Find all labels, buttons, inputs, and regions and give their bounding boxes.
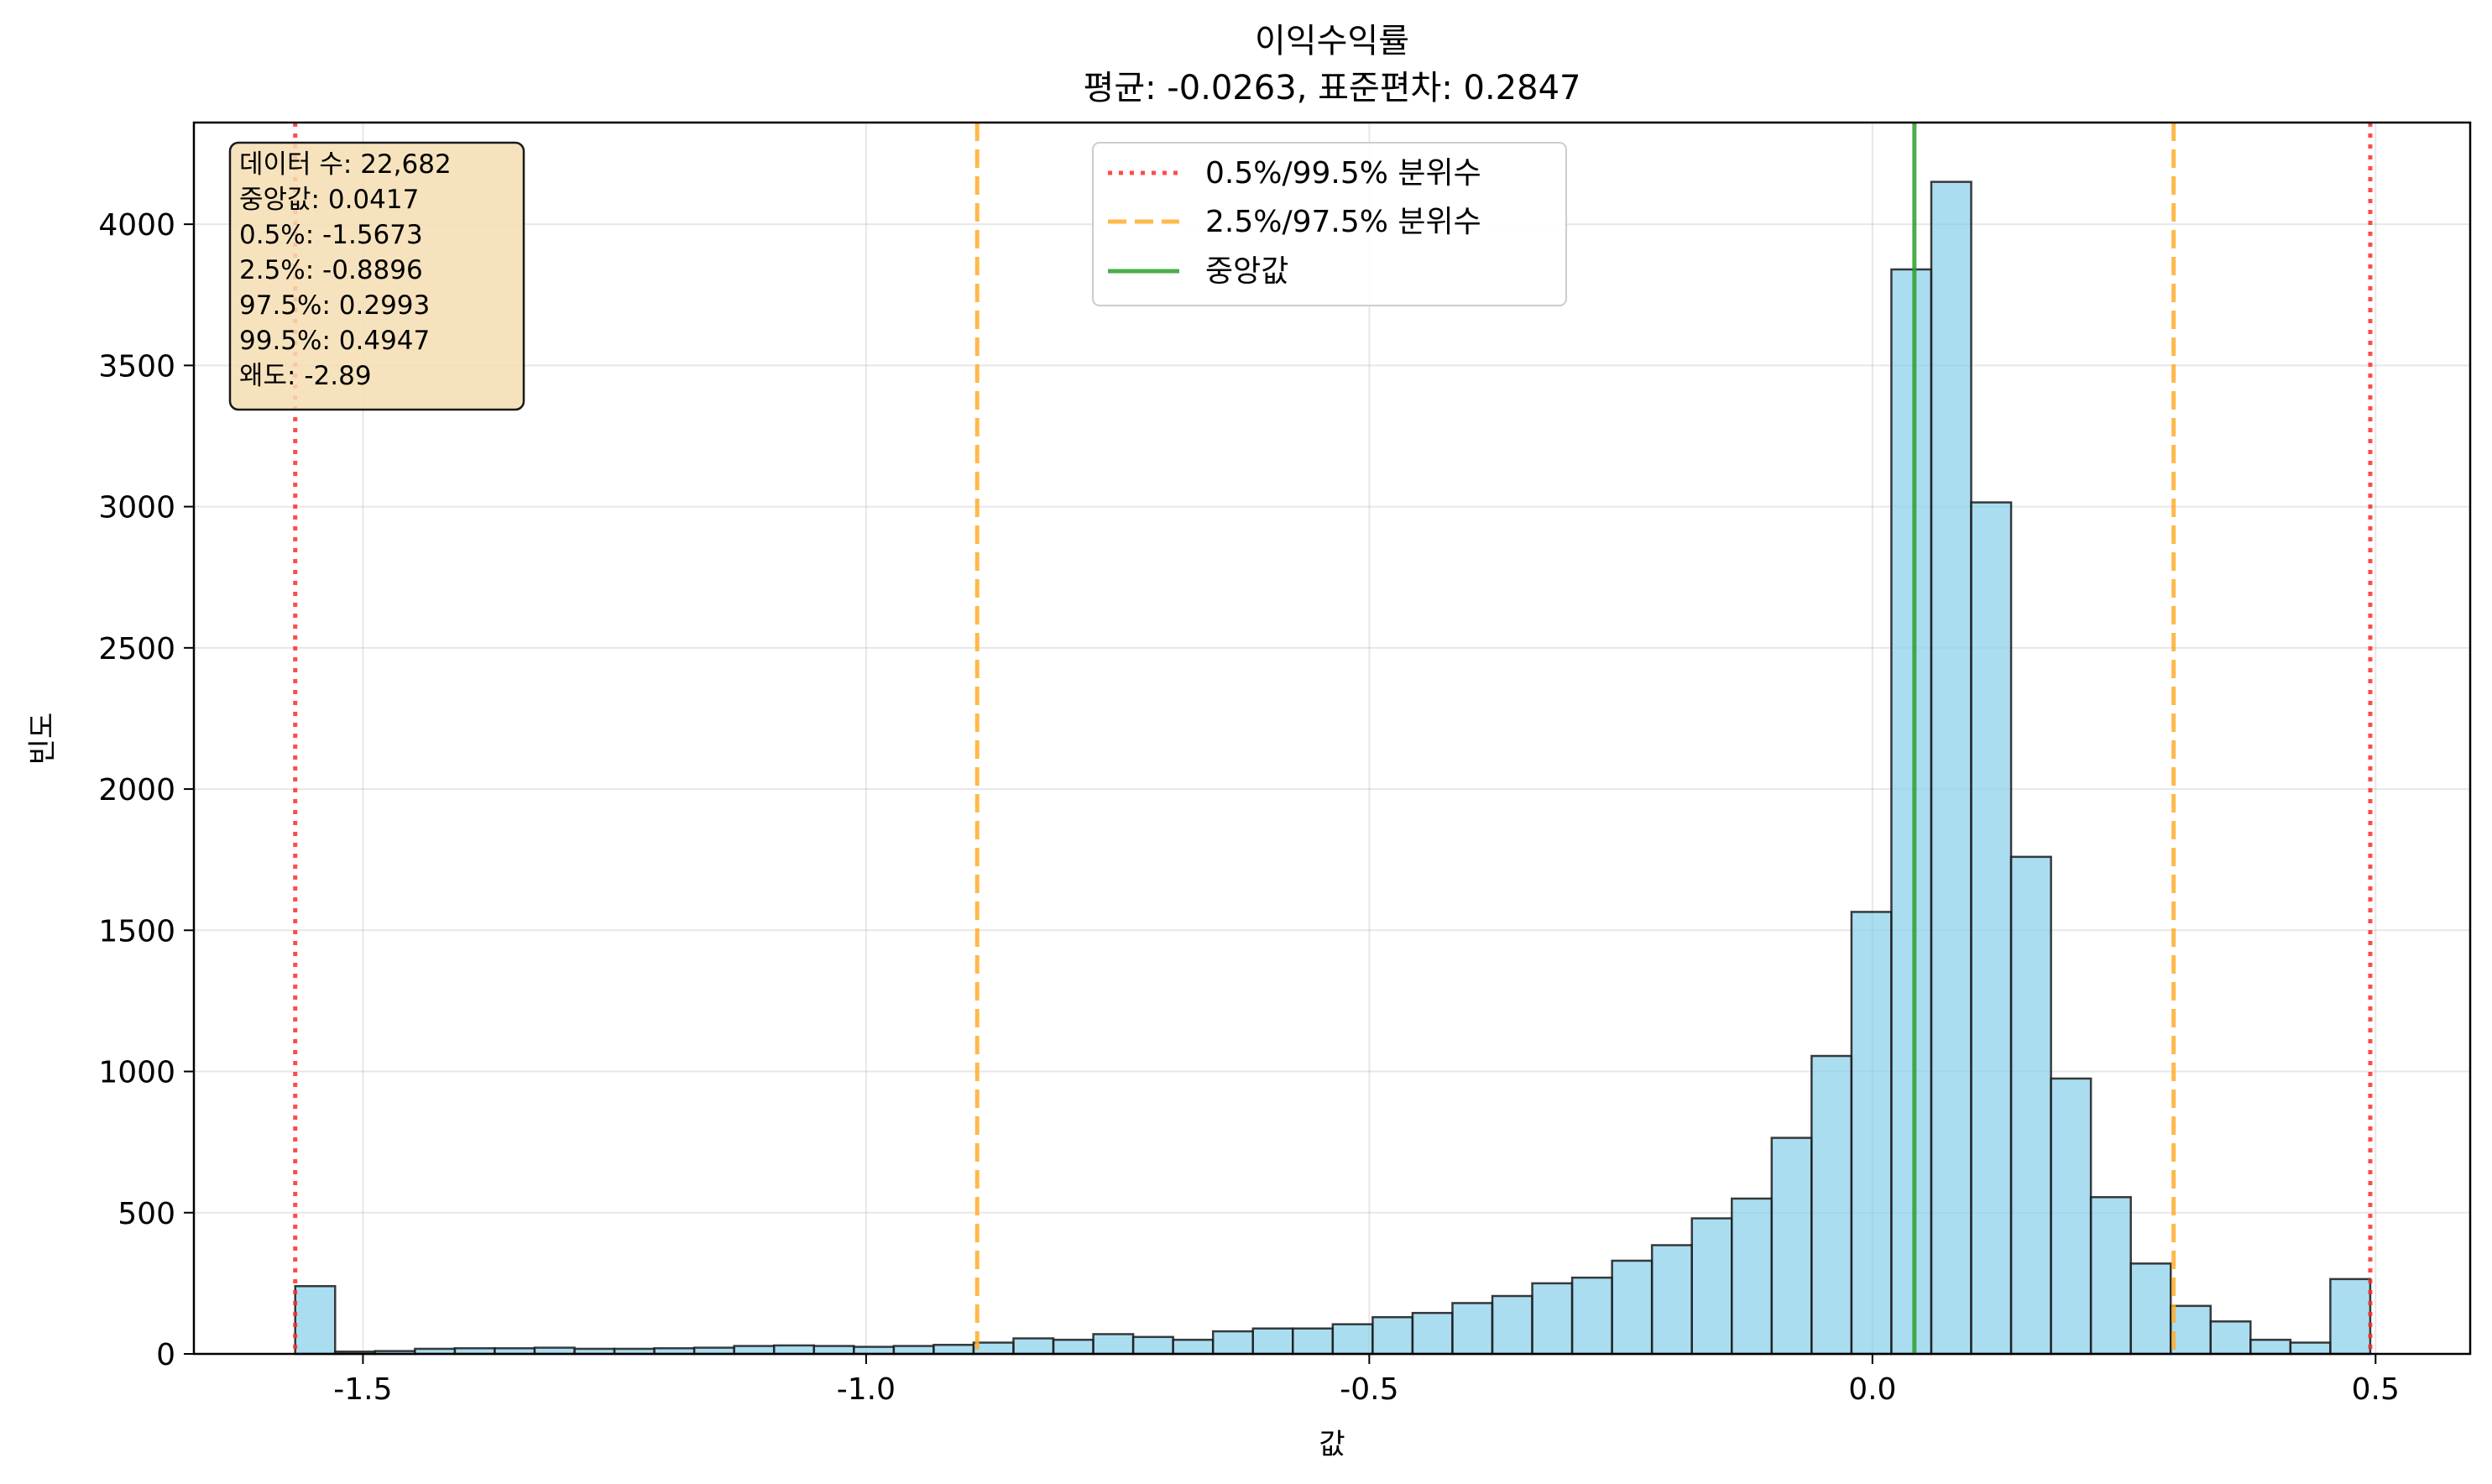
- histogram-bar: [1172, 1338, 1215, 1356]
- histogram-bar: [1092, 1333, 1135, 1356]
- stats-line: 0.5%: -1.5673: [239, 220, 423, 250]
- stats-box-frame: [228, 141, 525, 411]
- stats-line: 왜도: -2.89: [239, 361, 372, 391]
- histogram-bar: [2089, 1196, 2132, 1356]
- histogram-bar: [1611, 1259, 1653, 1356]
- histogram-bar: [1890, 268, 1933, 1356]
- grid-lines: [194, 123, 2470, 1355]
- stats-box: 데이터 수: 22,682 중앙값: 0.0417 0.5%: -1.5673 …: [228, 141, 525, 411]
- histogram-bar: [1491, 1294, 1533, 1356]
- legend-label: 0.5%/99.5% 분위수: [1205, 156, 1481, 191]
- y-tick-label: 4000: [98, 208, 175, 243]
- y-axis-ticks: 0 500 1000 1500 2000 2500 3000 3500 4000: [98, 208, 194, 1372]
- histogram-bar: [1451, 1302, 1494, 1356]
- histogram-bar: [1770, 1137, 1813, 1356]
- histogram-bar: [733, 1345, 776, 1356]
- histogram-bar: [1970, 501, 2013, 1356]
- quantile-lines: [293, 123, 2373, 1354]
- histogram-bar: [1331, 1323, 1374, 1356]
- stats-line: 데이터 수: 22,682: [239, 149, 452, 180]
- legend-label: 중앙값: [1205, 254, 1288, 289]
- histogram-bar: [1251, 1327, 1294, 1356]
- histogram-bar: [1292, 1327, 1335, 1356]
- histogram-bar: [1690, 1217, 1733, 1356]
- histogram-bar: [1411, 1311, 1454, 1356]
- stats-line: 2.5%: -0.8896: [239, 255, 423, 285]
- histogram-bars: [294, 180, 2372, 1356]
- chart-title: 이익수익률: [1255, 22, 1409, 60]
- histogram-bar: [1211, 1330, 1255, 1356]
- histogram-bar: [1810, 1054, 1853, 1356]
- y-tick-label: 3500: [98, 349, 175, 384]
- histogram-bar: [1570, 1276, 1613, 1356]
- histogram-bar: [1930, 180, 1972, 1356]
- x-tick-label: -0.5: [1340, 1372, 1398, 1407]
- x-axis-label: 값: [1319, 1428, 1345, 1461]
- x-tick-label: -1.0: [837, 1372, 896, 1407]
- y-tick-label: 500: [118, 1197, 175, 1231]
- histogram-bar: [933, 1343, 975, 1356]
- y-tick-label: 0: [156, 1338, 175, 1372]
- histogram-bar: [1731, 1197, 1774, 1356]
- histogram-bar: [1650, 1244, 1693, 1356]
- histogram-bar: [1052, 1338, 1094, 1356]
- histogram-bar: [1131, 1335, 1174, 1356]
- stats-line: 97.5%: 0.2993: [239, 290, 430, 321]
- plot-frame: [192, 121, 2472, 1356]
- histogram-bar: [294, 1284, 337, 1356]
- histogram-bar: [2129, 1262, 2172, 1356]
- histogram-bar: [2209, 1320, 2252, 1356]
- histogram-bar: [812, 1345, 855, 1356]
- legend: 0.5%/99.5% 분위수 2.5%/97.5% 분위수 중앙값: [1092, 142, 1567, 306]
- histogram-bar: [972, 1341, 1015, 1356]
- histogram-bar: [853, 1346, 896, 1356]
- x-tick-label: 0.5: [2352, 1372, 2400, 1407]
- histogram-bar: [2289, 1341, 2332, 1356]
- stats-line: 중앙값: 0.0417: [239, 185, 419, 215]
- y-tick-label: 2500: [98, 632, 175, 666]
- histogram-bar: [2009, 855, 2052, 1356]
- legend-label: 2.5%/97.5% 분위수: [1205, 205, 1481, 239]
- histogram-bar: [2249, 1338, 2292, 1356]
- x-tick-label: 0.0: [1848, 1372, 1896, 1407]
- histogram-bar: [1012, 1337, 1055, 1356]
- x-axis-ticks: -1.5 -1.0 -0.5 0.0 0.5: [333, 1354, 2400, 1407]
- histogram-bar: [2050, 1077, 2092, 1356]
- histogram-bar: [772, 1344, 816, 1356]
- x-tick-label: -1.5: [333, 1372, 392, 1407]
- stats-line: 99.5%: 0.4947: [239, 326, 430, 356]
- y-axis-label: 빈도: [26, 713, 60, 766]
- legend-frame: [1092, 142, 1567, 306]
- histogram-bar: [1850, 911, 1893, 1356]
- y-tick-label: 1000: [98, 1056, 175, 1090]
- histogram-bar: [892, 1345, 935, 1356]
- histogram-bar: [1531, 1282, 1574, 1356]
- histogram-bar: [1371, 1316, 1414, 1356]
- y-tick-label: 3000: [98, 491, 175, 525]
- y-tick-label: 2000: [98, 773, 175, 807]
- histogram-bar: [2329, 1278, 2372, 1356]
- chart-subtitle: 평균: -0.0263, 표준편차: 0.2847: [1084, 69, 1581, 107]
- y-tick-label: 1500: [98, 914, 175, 948]
- histogram-bar: [2169, 1304, 2212, 1356]
